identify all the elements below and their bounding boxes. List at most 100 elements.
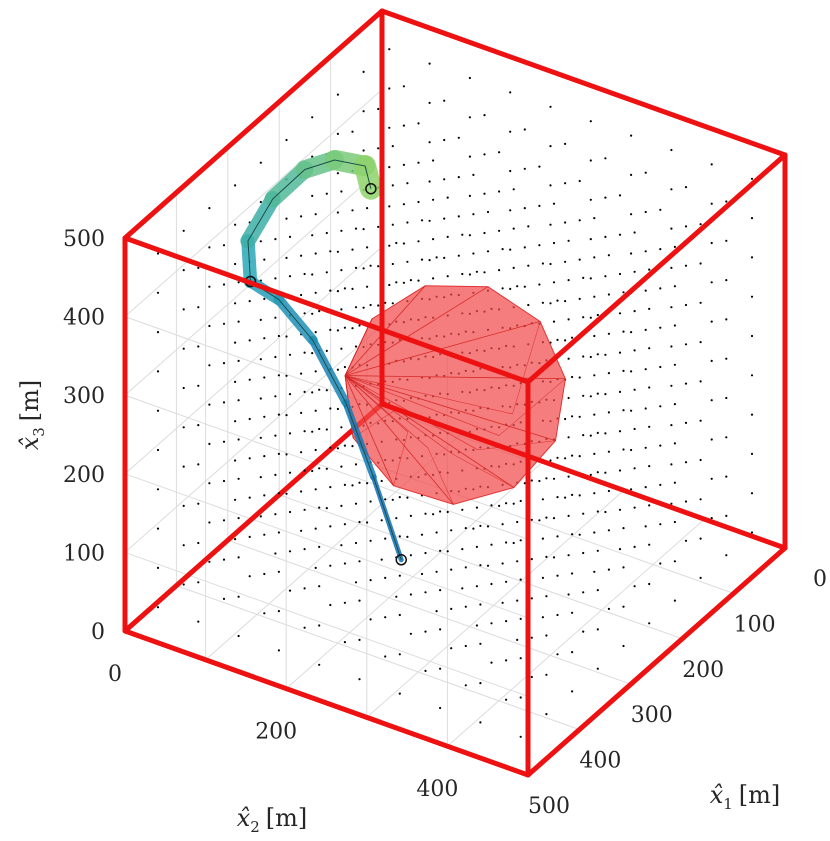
- grid-point: [340, 308, 343, 311]
- grid-point: [424, 591, 427, 594]
- grid-point: [358, 560, 361, 563]
- grid-point: [377, 147, 380, 150]
- grid-point: [303, 587, 306, 590]
- grid-point: [512, 502, 515, 505]
- grid-point: [490, 622, 493, 625]
- grid-point: [564, 142, 567, 145]
- grid-point: [277, 452, 280, 455]
- grid-point: [402, 203, 405, 206]
- grid-point: [604, 196, 607, 199]
- grid-point: [549, 459, 552, 462]
- grid-point: [607, 489, 611, 493]
- grid-point: [607, 529, 611, 532]
- grid-point: [343, 365, 346, 369]
- grid-point: [633, 231, 636, 234]
- grid-point: [523, 128, 526, 131]
- grid-point: [362, 70, 365, 73]
- grid-point: [725, 514, 728, 518]
- grid-point: [446, 196, 449, 199]
- grid-point: [552, 241, 556, 245]
- grid-point: [388, 244, 391, 247]
- grid-point: [288, 275, 292, 278]
- sphere-facet-edge: [344, 375, 500, 436]
- grid-point: [630, 331, 633, 334]
- grid-point: [593, 452, 596, 455]
- grid-point: [582, 434, 585, 437]
- grid-point: [725, 436, 728, 439]
- grid-point: [380, 519, 383, 522]
- grid-point: [222, 597, 226, 601]
- grid-point: [197, 384, 200, 387]
- grid-point: [325, 271, 328, 274]
- grid-point: [318, 663, 321, 666]
- grid-point: [593, 492, 596, 495]
- grid-point: [222, 479, 226, 483]
- grid-point: [545, 516, 548, 519]
- grid-point: [274, 277, 277, 280]
- grid-point: [156, 448, 160, 452]
- grid-point: [343, 326, 346, 329]
- grid-point: [475, 545, 478, 549]
- grid-point: [578, 297, 581, 300]
- grid-point: [633, 270, 636, 273]
- grid-point: [673, 599, 677, 602]
- grid-point: [208, 285, 211, 288]
- grid-point: [259, 515, 262, 518]
- grid-point: [509, 130, 512, 133]
- grid-point: [208, 364, 211, 367]
- grid-point: [589, 316, 592, 319]
- grid-point: [710, 359, 713, 362]
- grid-point: [593, 256, 596, 259]
- grid-point: [222, 322, 226, 325]
- grid-point: [486, 564, 490, 567]
- grid-point: [443, 99, 446, 102]
- grid-point: [354, 581, 358, 584]
- grid-point: [222, 519, 226, 522]
- grid-point: [362, 149, 365, 152]
- grid-point: [288, 235, 292, 238]
- grid-point: [567, 279, 570, 282]
- grid-point: [182, 386, 185, 390]
- grid-point: [351, 130, 354, 133]
- grid-point: [288, 589, 292, 592]
- grid-point: [750, 531, 754, 534]
- grid-point: [336, 407, 339, 411]
- grid-point: [285, 138, 288, 142]
- grid-point: [222, 440, 226, 443]
- grid-point: [684, 500, 688, 503]
- grid-point: [498, 504, 501, 507]
- gridline: [124, 394, 529, 540]
- grid-point: [486, 210, 490, 214]
- grid-point: [578, 179, 581, 183]
- grid-point: [366, 285, 369, 288]
- grid-point: [699, 576, 702, 580]
- grid-point: [314, 370, 317, 373]
- trajectory-centerline: [247, 159, 402, 560]
- grid-point: [593, 570, 596, 573]
- grid-point: [498, 269, 501, 272]
- sphere-facet-edge: [498, 378, 566, 436]
- grid-point: [329, 603, 332, 607]
- grid-point: [564, 260, 567, 263]
- grid-point: [479, 682, 482, 685]
- grid-point: [673, 363, 677, 366]
- grid-point: [274, 316, 277, 319]
- grid-point: [354, 541, 358, 545]
- grid-point: [618, 469, 622, 472]
- grid-point: [435, 531, 438, 534]
- gridline: [124, 246, 383, 475]
- grid-point: [556, 574, 559, 577]
- grid-point: [354, 266, 358, 269]
- grid-point: [274, 355, 277, 359]
- grid-point: [630, 252, 633, 255]
- grid-point: [311, 194, 314, 197]
- grid-point: [318, 310, 321, 313]
- grid-point: [237, 595, 240, 598]
- grid-point: [578, 415, 581, 418]
- grid-point: [604, 235, 607, 238]
- grid-point: [366, 482, 369, 485]
- grid-point: [509, 169, 512, 173]
- grid-point: [263, 415, 266, 418]
- grid-point: [417, 200, 420, 204]
- grid-point: [633, 506, 636, 509]
